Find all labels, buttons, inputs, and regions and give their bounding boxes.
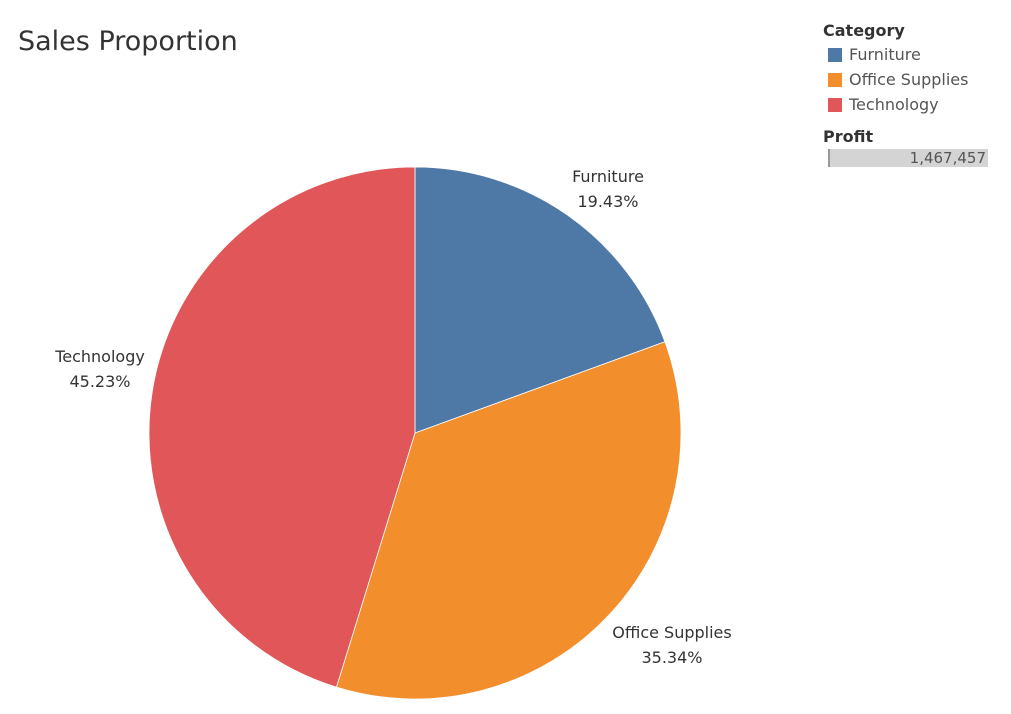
legend-label-furniture: Furniture — [849, 45, 921, 64]
legend-swatch-technology — [828, 97, 842, 112]
legend: Category Furniture Office Supplies Techn… — [823, 20, 1003, 167]
legend-item-office-supplies[interactable]: Office Supplies — [823, 67, 1003, 92]
slice-label-furniture: Furniture 19.43% — [572, 164, 644, 214]
slice-label-technology: Technology 45.23% — [55, 344, 145, 394]
slice-label-name-office-supplies: Office Supplies — [612, 623, 732, 642]
legend-label-technology: Technology — [849, 95, 939, 114]
legend-item-technology[interactable]: Technology — [823, 92, 1003, 117]
profit-legend-bar: 1,467,457 — [828, 149, 988, 167]
legend-swatch-furniture — [828, 47, 842, 62]
legend-title: Category — [823, 21, 905, 40]
pie-slice-technology[interactable] — [148, 166, 416, 688]
legend-label-office-supplies: Office Supplies — [849, 70, 969, 89]
slice-label-name-furniture: Furniture — [572, 167, 644, 186]
chart-title: Sales Proportion — [18, 26, 238, 57]
slice-label-value-technology: 45.23% — [69, 372, 131, 391]
slice-label-value-furniture: 19.43% — [577, 192, 639, 211]
profit-legend-title: Profit — [823, 127, 874, 146]
pie-slice-furniture[interactable] — [414, 166, 666, 434]
slice-label-name-technology: Technology — [55, 347, 145, 366]
pie-slice-office-supplies[interactable] — [335, 341, 682, 700]
legend-swatch-office-supplies — [828, 72, 842, 87]
slice-label-value-office-supplies: 35.34% — [641, 648, 703, 667]
legend-item-furniture[interactable]: Furniture — [823, 42, 1003, 67]
slice-label-office-supplies: Office Supplies 35.34% — [612, 620, 731, 670]
profit-legend-value: 1,467,457 — [909, 149, 986, 167]
